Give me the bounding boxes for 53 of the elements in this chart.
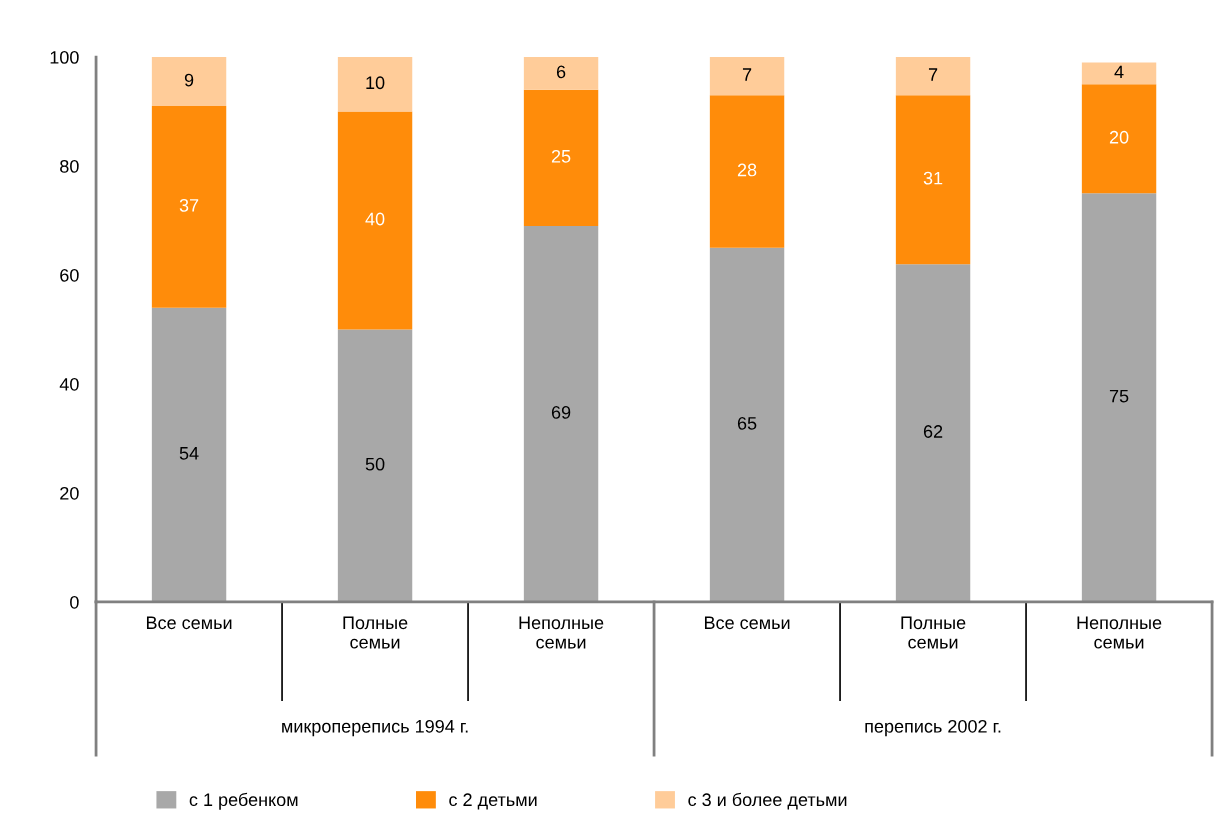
x-tick-label: Все семьи [704,616,790,630]
text: микроперепись 1994 г. [282,719,468,737]
bar [709,95,785,248]
legend-label: с 3 и более детьми [688,792,847,810]
legend-label: с 1 ребенком [189,792,298,810]
data-label: 31 [923,171,943,185]
data-label: 4 [1114,65,1124,79]
bar [337,329,413,602]
x-tick-label: Неполные семьи [519,616,604,649]
bar [523,57,599,90]
x-tick-label: Неполные семьи [1077,616,1162,649]
data-label: 20 [1109,130,1129,144]
data-label: 62 [923,425,943,438]
bar [523,225,599,602]
y-tick-label: 40 [59,377,79,391]
bar [895,264,971,602]
data-label: 25 [551,149,571,163]
data-label: 37 [179,198,199,212]
y-tick-label: 80 [60,159,79,173]
bar [895,57,971,96]
legend-label: с 2 детьми [449,793,537,810]
data-label: 7 [742,68,752,81]
bar [151,307,227,602]
bar [1081,84,1157,194]
bar [709,57,785,96]
bar [1081,193,1157,602]
data-label: 28 [737,163,757,177]
bar [895,95,971,265]
data-label: 75 [1109,389,1129,403]
data-label: 40 [365,212,385,226]
data-label: 65 [737,416,757,430]
data-label: 9 [184,73,194,87]
text: перепись 2002 г. [865,719,1001,737]
data-label: 50 [365,457,385,471]
bar [151,106,227,308]
data-label: 7 [928,68,938,81]
bar [709,247,785,602]
data-label: 10 [366,76,385,90]
data-label: 69 [551,406,571,419]
bar [523,89,599,226]
y-tick-label: 100 [50,50,79,64]
bar [337,111,413,330]
bar [1081,62,1157,85]
x-tick-label: Все семьи [146,616,232,630]
x-tick-label: Полные семьи [901,616,966,649]
bar [337,57,413,112]
data-label: 6 [556,65,566,79]
y-tick-label: 60 [60,268,79,282]
data-label: 54 [179,447,199,460]
x-tick-label: Полные семьи [343,616,408,649]
y-tick-label: 20 [60,486,79,500]
y-tick-label: 0 [70,595,79,609]
bar [151,57,227,107]
